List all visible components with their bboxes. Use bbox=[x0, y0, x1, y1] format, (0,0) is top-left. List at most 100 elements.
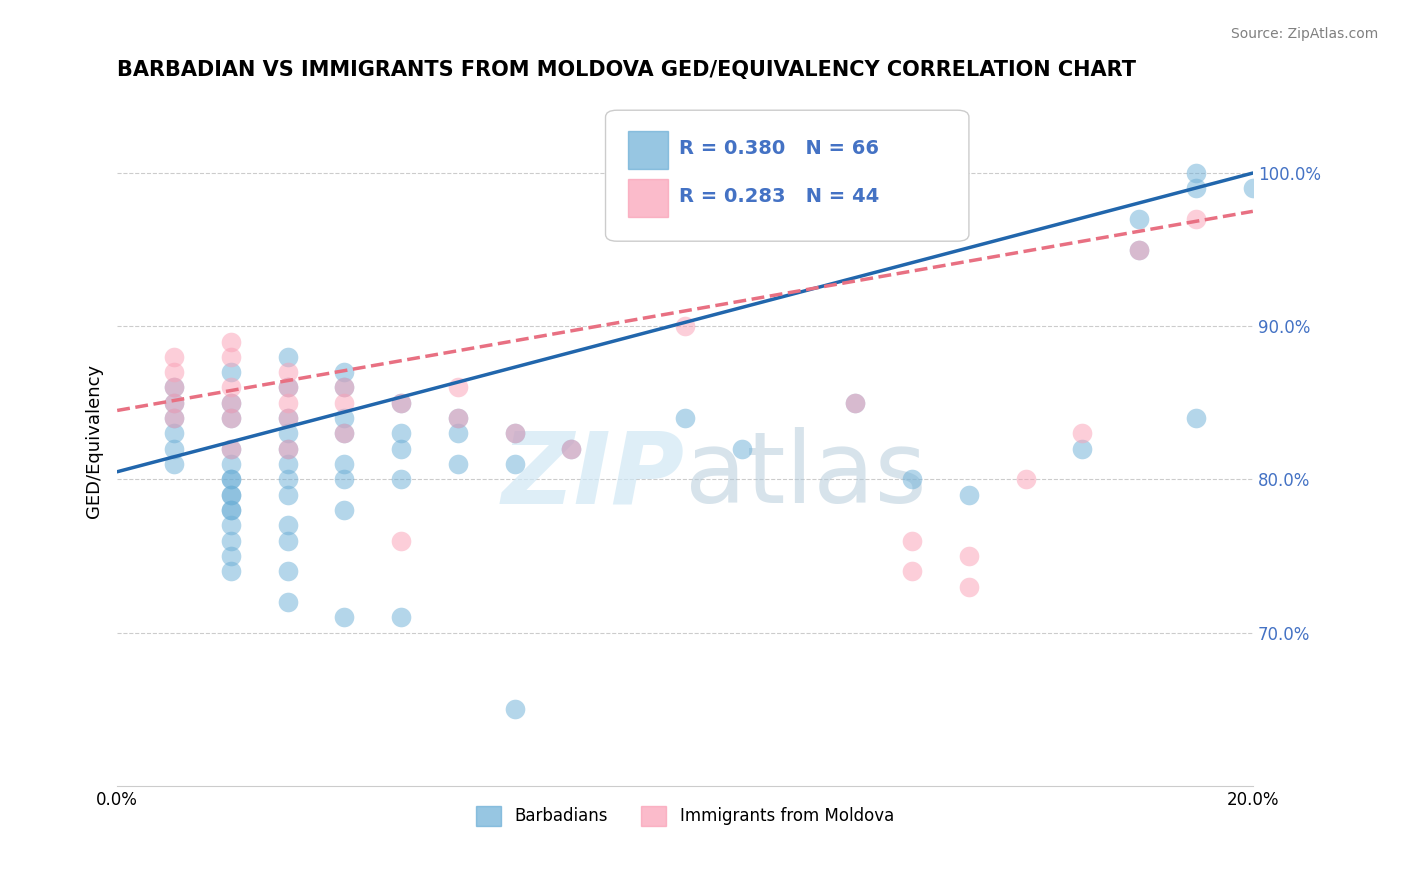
Point bbox=[219, 442, 242, 456]
Point bbox=[389, 533, 412, 548]
Bar bbox=[628, 131, 668, 169]
Point bbox=[901, 533, 924, 548]
Text: BARBADIAN VS IMMIGRANTS FROM MOLDOVA GED/EQUIVALENCY CORRELATION CHART: BARBADIAN VS IMMIGRANTS FROM MOLDOVA GED… bbox=[117, 60, 1136, 79]
Point bbox=[447, 411, 470, 425]
Point bbox=[163, 411, 186, 425]
Point bbox=[1071, 426, 1094, 441]
Point bbox=[277, 411, 299, 425]
Point bbox=[277, 518, 299, 533]
Point bbox=[1128, 211, 1150, 226]
Point bbox=[163, 442, 186, 456]
Point bbox=[219, 411, 242, 425]
Point bbox=[163, 457, 186, 471]
Point bbox=[673, 319, 696, 334]
Point bbox=[503, 426, 526, 441]
Point bbox=[277, 442, 299, 456]
Point bbox=[219, 365, 242, 379]
Point bbox=[1185, 211, 1208, 226]
Y-axis label: GED/Equivalency: GED/Equivalency bbox=[86, 364, 103, 518]
Point bbox=[1241, 181, 1264, 195]
Point bbox=[1185, 181, 1208, 195]
Point bbox=[957, 488, 980, 502]
Point bbox=[219, 350, 242, 364]
Point bbox=[219, 396, 242, 410]
Point bbox=[503, 702, 526, 716]
Point bbox=[333, 426, 356, 441]
Point bbox=[277, 350, 299, 364]
Point bbox=[673, 411, 696, 425]
Bar bbox=[628, 179, 668, 217]
Point bbox=[333, 457, 356, 471]
Point bbox=[163, 396, 186, 410]
Point bbox=[219, 518, 242, 533]
Point bbox=[844, 396, 866, 410]
Point bbox=[163, 380, 186, 394]
Point bbox=[219, 442, 242, 456]
Point bbox=[333, 503, 356, 517]
Point bbox=[277, 396, 299, 410]
Text: R = 0.283   N = 44: R = 0.283 N = 44 bbox=[679, 187, 880, 206]
Text: Source: ZipAtlas.com: Source: ZipAtlas.com bbox=[1230, 27, 1378, 41]
Point bbox=[389, 442, 412, 456]
Point bbox=[219, 488, 242, 502]
Text: R = 0.380   N = 66: R = 0.380 N = 66 bbox=[679, 138, 879, 158]
Point bbox=[503, 426, 526, 441]
Point bbox=[389, 396, 412, 410]
Point bbox=[277, 472, 299, 486]
Point bbox=[219, 457, 242, 471]
Point bbox=[163, 426, 186, 441]
Point bbox=[844, 396, 866, 410]
Point bbox=[219, 488, 242, 502]
Point bbox=[277, 411, 299, 425]
Point bbox=[219, 472, 242, 486]
Point bbox=[1071, 442, 1094, 456]
Point bbox=[219, 396, 242, 410]
Point bbox=[163, 396, 186, 410]
Point bbox=[560, 442, 582, 456]
Point bbox=[957, 549, 980, 563]
Point bbox=[219, 503, 242, 517]
Point bbox=[277, 380, 299, 394]
Point bbox=[219, 472, 242, 486]
Point bbox=[560, 442, 582, 456]
Text: atlas: atlas bbox=[685, 427, 927, 524]
Point bbox=[277, 533, 299, 548]
Point bbox=[333, 472, 356, 486]
Point bbox=[1128, 243, 1150, 257]
Point bbox=[333, 411, 356, 425]
Point bbox=[447, 426, 470, 441]
Point bbox=[1185, 411, 1208, 425]
Point bbox=[277, 488, 299, 502]
Point bbox=[219, 564, 242, 578]
Point bbox=[1128, 243, 1150, 257]
Point bbox=[1185, 166, 1208, 180]
Point bbox=[163, 365, 186, 379]
Point bbox=[219, 334, 242, 349]
Point bbox=[447, 457, 470, 471]
Text: ZIP: ZIP bbox=[502, 427, 685, 524]
Point bbox=[333, 426, 356, 441]
Point bbox=[277, 564, 299, 578]
Point bbox=[901, 472, 924, 486]
Legend: Barbadians, Immigrants from Moldova: Barbadians, Immigrants from Moldova bbox=[470, 799, 901, 832]
Point bbox=[277, 365, 299, 379]
Point bbox=[389, 396, 412, 410]
Point bbox=[333, 365, 356, 379]
Point bbox=[277, 457, 299, 471]
Point bbox=[389, 472, 412, 486]
Point bbox=[163, 380, 186, 394]
Point bbox=[1015, 472, 1038, 486]
Point bbox=[957, 580, 980, 594]
Point bbox=[333, 380, 356, 394]
Point bbox=[163, 350, 186, 364]
Point bbox=[219, 503, 242, 517]
Point bbox=[333, 396, 356, 410]
Point bbox=[277, 595, 299, 609]
FancyBboxPatch shape bbox=[606, 111, 969, 241]
Point bbox=[219, 549, 242, 563]
Point bbox=[277, 442, 299, 456]
Point bbox=[389, 426, 412, 441]
Point bbox=[333, 380, 356, 394]
Point bbox=[219, 411, 242, 425]
Point bbox=[277, 380, 299, 394]
